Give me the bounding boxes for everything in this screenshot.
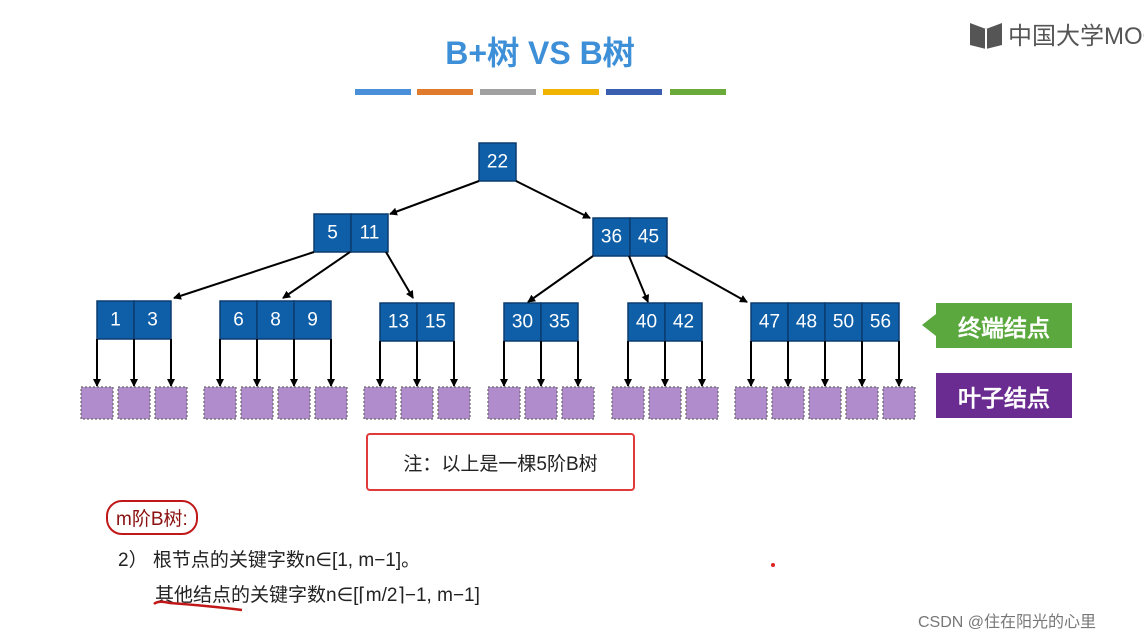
key-value: 45	[638, 227, 659, 248]
key-cell	[350, 213, 389, 253]
key-value: 40	[636, 312, 657, 333]
leaf-node	[203, 386, 237, 420]
leaf-node	[437, 386, 471, 420]
color-bar	[417, 89, 473, 95]
key-cell	[379, 302, 418, 342]
key-value: 47	[759, 312, 780, 333]
key-cell	[256, 300, 295, 340]
key-cell	[627, 302, 666, 342]
key-value: 5	[327, 223, 338, 244]
leaf-node	[80, 386, 114, 420]
key-value: 36	[601, 227, 622, 248]
red-dot	[771, 563, 775, 567]
leaf-node	[400, 386, 434, 420]
key-value: 15	[425, 312, 446, 333]
m-order-heading: m阶B树:	[106, 500, 198, 535]
leaf-node	[277, 386, 311, 420]
leaf-node	[685, 386, 719, 420]
key-cell	[629, 217, 668, 257]
rule-line-2: 其他结点的关键字数n∈[⌈m/2⌉−1, m−1]	[155, 585, 480, 606]
color-bar	[355, 89, 411, 95]
leaf-node	[611, 386, 645, 420]
terminal-node-label: 终端结点	[936, 303, 1072, 348]
key-value: 11	[360, 223, 380, 244]
leaf-node-label: 叶子结点	[936, 373, 1072, 418]
leaf-node	[845, 386, 879, 420]
watermark: CSDN @住在阳光的心里	[918, 614, 1097, 631]
key-cell	[664, 302, 703, 342]
key-value: 56	[870, 312, 891, 333]
pointer-arrow	[515, 180, 591, 219]
color-bar	[606, 89, 662, 95]
key-cell	[592, 217, 631, 257]
book-icon	[970, 22, 1002, 49]
leaf-node	[734, 386, 768, 420]
pointer-arrow	[527, 255, 594, 303]
key-value: 3	[147, 310, 158, 331]
note-box: 注：以上是一棵5阶B树	[366, 433, 635, 491]
key-value: 30	[512, 312, 533, 333]
key-value: 1	[110, 310, 121, 331]
leaf-node	[648, 386, 682, 420]
key-value: 50	[833, 312, 854, 333]
mooc-logo: 中国大学MOOC	[968, 16, 1144, 51]
leaf-node	[487, 386, 521, 420]
key-value: 6	[233, 310, 244, 331]
leaf-node	[363, 386, 397, 420]
terminal-node-text: 终端结点	[958, 314, 1050, 341]
leaf-node	[154, 386, 188, 420]
color-bar	[670, 89, 726, 95]
key-value: 35	[549, 312, 570, 333]
leaf-node	[771, 386, 805, 420]
key-cell	[540, 302, 579, 342]
rule-line-1: 2） 根节点的关键字数n∈[1, m−1]。	[118, 550, 421, 571]
color-bar	[480, 89, 536, 95]
key-value: 8	[270, 310, 281, 331]
key-cell	[861, 302, 900, 342]
color-bar	[543, 89, 599, 95]
pointer-arrow	[385, 251, 414, 299]
pointer-arrow	[282, 251, 351, 299]
slide-title: B+树 VS B树	[445, 35, 635, 71]
key-cell	[133, 300, 172, 340]
red-underline	[153, 600, 243, 612]
key-value: 42	[673, 312, 694, 333]
leaf-node	[117, 386, 151, 420]
key-cell	[293, 300, 332, 340]
key-cell	[787, 302, 826, 342]
logo-text: 中国大学MOOC	[1008, 23, 1144, 50]
leaf-node	[240, 386, 274, 420]
pointer-arrow	[628, 255, 650, 303]
key-cell	[478, 142, 517, 182]
key-cell	[416, 302, 455, 342]
key-value: 13	[388, 312, 409, 333]
leaf-node	[882, 386, 916, 420]
key-value: 48	[796, 312, 817, 333]
leaf-node	[808, 386, 842, 420]
pointer-arrow	[664, 255, 748, 303]
leaf-node-text: 叶子结点	[958, 384, 1050, 411]
pointer-arrow	[389, 180, 480, 216]
label-pointer	[922, 314, 936, 336]
pointer-arrow	[173, 251, 315, 300]
key-value: 22	[487, 152, 508, 173]
leaf-node	[314, 386, 348, 420]
key-value: 9	[307, 310, 318, 331]
leaf-node	[561, 386, 595, 420]
leaf-node	[524, 386, 558, 420]
